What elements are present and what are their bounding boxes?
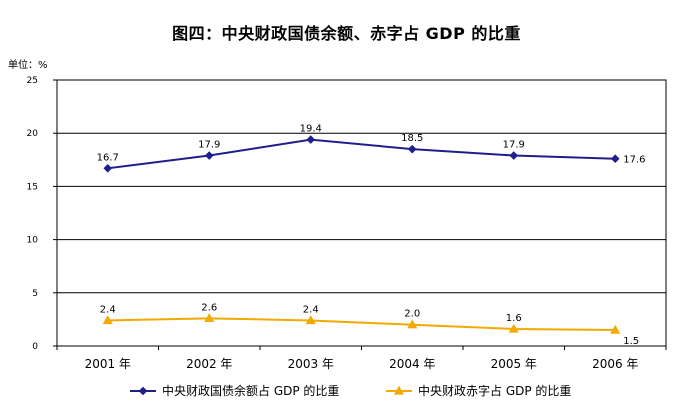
data-point [509, 151, 519, 160]
legend-marker [393, 385, 405, 395]
data-label: 2.4 [303, 304, 319, 315]
data-point [204, 151, 214, 160]
series-line [107, 317, 616, 332]
data-point [407, 319, 418, 329]
data-point [508, 323, 519, 333]
data-label: 2.6 [201, 302, 217, 313]
data-label: 2.4 [100, 304, 116, 315]
data-label: 17.6 [623, 155, 645, 166]
data-label: 19.4 [300, 124, 322, 135]
y-tick-label: 25 [27, 76, 38, 86]
data-label: 17.9 [503, 140, 525, 151]
legend-label: 中央财政国债余额占 GDP 的比重 [162, 383, 339, 398]
data-point [103, 164, 113, 173]
y-tick-label: 20 [27, 129, 39, 139]
legend: 中央财政国债余额占 GDP 的比重 中央财政赤字占 GDP 的比重 [130, 383, 571, 398]
data-label: 16.7 [97, 152, 119, 163]
data-point [610, 324, 621, 334]
unit-label: 单位：% [8, 60, 48, 71]
x-tick-label: 2002 年 [186, 357, 232, 371]
x-tick-label: 2004 年 [389, 357, 435, 371]
y-tick-label: 0 [32, 342, 38, 352]
plot-area: 0 5 10 15 20 25 2001 年 2002 年 2003 年 2004 年 2005 年… [27, 76, 667, 371]
data-label: 1.6 [506, 313, 522, 324]
data-point [102, 315, 113, 325]
x-tick-label: 2005 年 [491, 357, 537, 371]
data-point [407, 144, 417, 154]
data-point [306, 135, 316, 144]
data-point [305, 315, 316, 325]
chart-title: 图四：中央财政国债余额、赤字占 GDP 的比重 [172, 24, 521, 43]
y-tick-label: 5 [32, 289, 38, 299]
x-tick-label: 2006 年 [592, 357, 638, 371]
data-point [610, 154, 620, 164]
x-tick-label: 2003 年 [288, 357, 334, 371]
x-tick-label: 2001 年 [85, 357, 131, 371]
data-label: 17.9 [198, 140, 220, 151]
data-label: 2.0 [404, 309, 420, 320]
data-point [204, 313, 215, 322]
data-label: 1.5 [623, 336, 639, 347]
legend-marker [138, 386, 148, 396]
data-label: 18.5 [401, 133, 423, 144]
plot-frame [56, 79, 667, 347]
series-line [107, 138, 616, 170]
legend-label: 中央财政赤字占 GDP 的比重 [418, 383, 571, 398]
y-tick-label: 15 [27, 182, 38, 192]
y-tick-label: 10 [27, 236, 39, 246]
